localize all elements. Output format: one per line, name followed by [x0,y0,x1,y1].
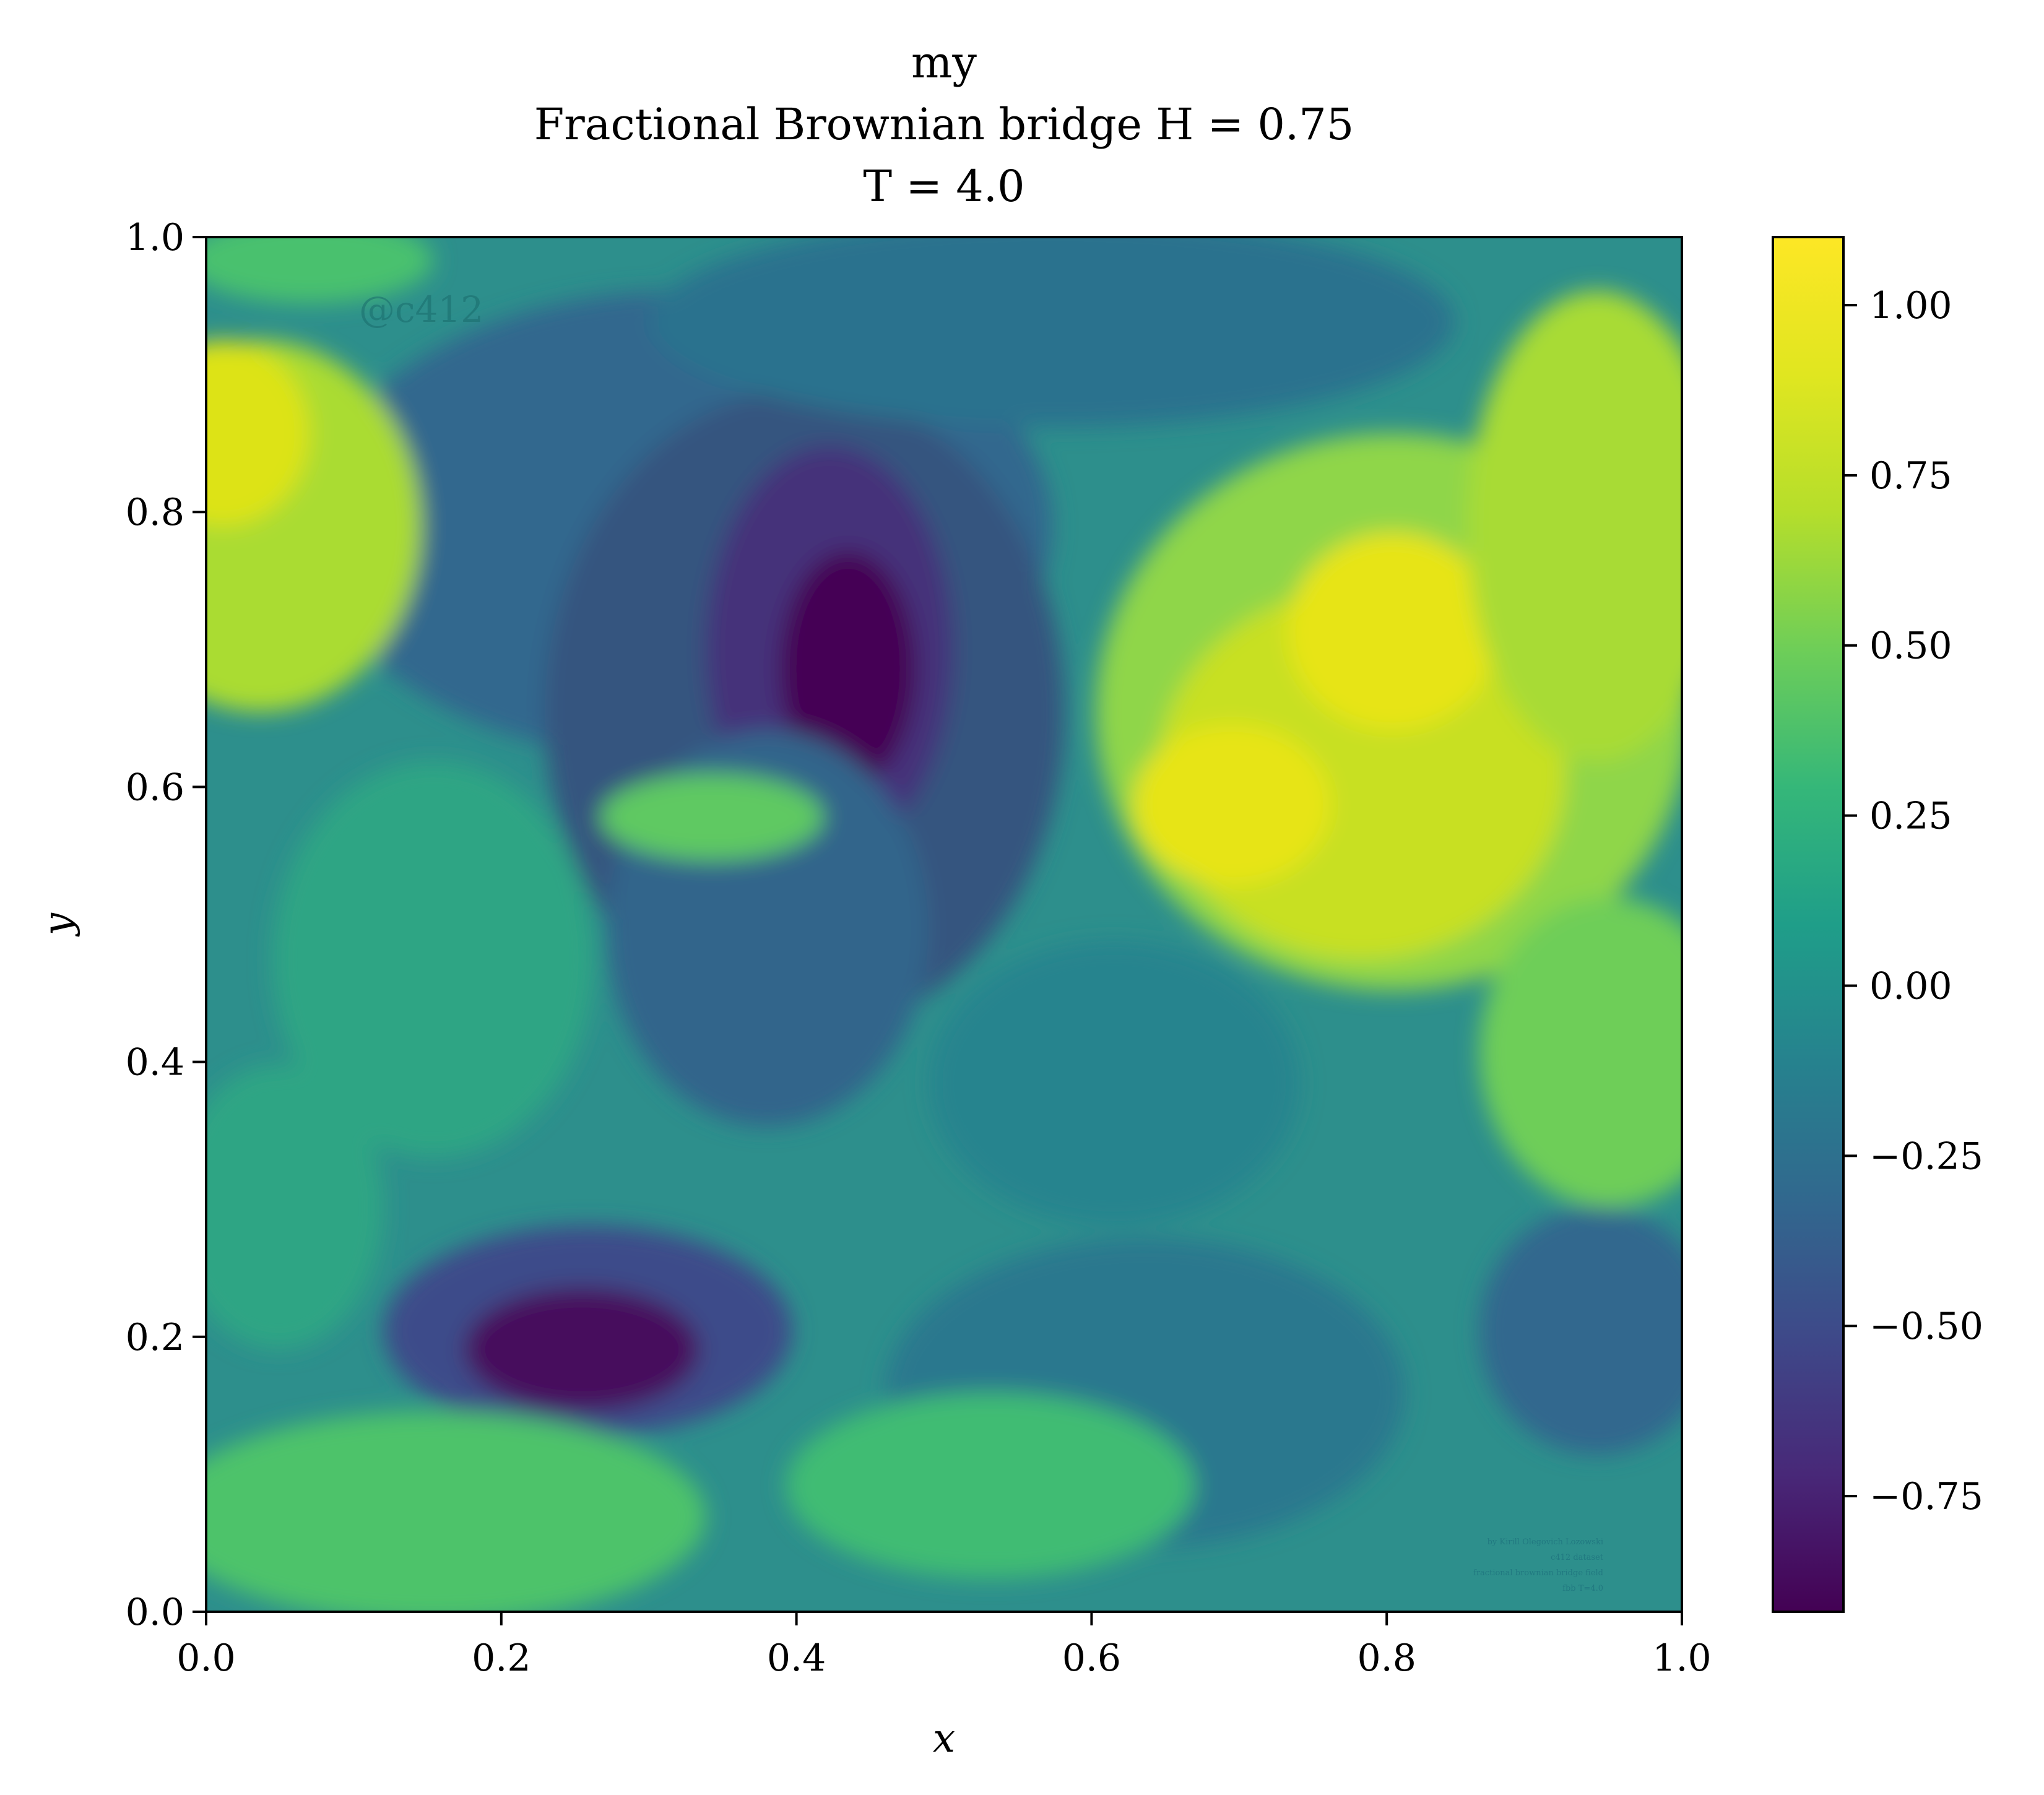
heatmap-region [1479,1207,1682,1455]
y-axis-label: y [35,912,81,937]
colorbar: 1.00 0.75 0.50 0.25 0.00 −0.25 −0.50 −0.75 [1772,236,1983,1613]
colorbar-tick-label: 0.00 [1869,964,1952,1008]
y-tick-label: 0.0 [126,1591,184,1634]
colorbar-tick-label: 0.25 [1869,795,1952,838]
colorbar-tick-label: 0.50 [1869,625,1952,668]
credit-line: c412 dataset [1551,1553,1604,1562]
x-tick-label: 0.8 [1357,1637,1416,1680]
heatmap-region [780,551,916,786]
colorbar-gradient [1773,237,1843,1612]
credit-line: fbb T=4.0 [1562,1584,1603,1593]
y-axis: 0.0 0.2 0.4 0.6 0.8 1.0 [126,216,206,1634]
colorbar-tick-label: −0.50 [1869,1305,1983,1348]
credit-line: by Kirill Olegovich Lozowski [1488,1538,1603,1547]
title-line-1: my [911,37,977,88]
colorbar-tick-label: 0.75 [1869,454,1952,498]
colorbar-ticks: 1.00 0.75 0.50 0.25 0.00 −0.25 −0.50 −0.75 [1843,284,1983,1518]
heatmap-field: @c412 by Kirill Olegovich Lozowski c412 … [206,237,1682,1612]
title-line-3: T = 4.0 [863,161,1024,212]
x-axis-label: x [933,1716,955,1762]
heatmap-region [206,340,310,526]
x-axis: 0.0 0.2 0.4 0.6 0.8 1.0 [176,1612,1712,1680]
heatmap-region [1479,897,1682,1207]
colorbar-tick-label: 1.00 [1869,284,1952,327]
y-tick-label: 0.6 [126,766,184,809]
plot-frame [205,236,1683,1613]
heatmap-region [206,1411,706,1612]
heatmap-region [464,1287,699,1411]
y-tick-label: 0.4 [126,1041,184,1084]
credit-line: fractional brownian bridge field [1473,1568,1603,1578]
credit-block: by Kirill Olegovich Lozowski c412 datase… [1473,1538,1604,1593]
x-tick-label: 0.6 [1062,1637,1121,1680]
heatmap-region [786,1393,1195,1578]
heatmap-region [650,237,1455,427]
y-tick-label: 1.0 [126,216,184,259]
y-tick-label: 0.8 [126,491,184,534]
heatmap-blobs [206,237,1682,1612]
heatmap-region [272,761,594,1157]
watermark: @c412 [359,288,483,331]
x-tick-label: 0.0 [176,1637,235,1680]
x-tick-label: 0.4 [767,1637,826,1680]
y-tick-label: 0.2 [126,1316,184,1359]
chart-title: my Fractional Brownian bridge H = 0.75 T… [534,37,1354,212]
colorbar-tick-label: −0.75 [1869,1475,1983,1518]
x-tick-label: 1.0 [1652,1637,1711,1680]
heatmap-region [1133,724,1331,885]
heatmap-region [206,1065,384,1349]
heatmap-region [1467,291,1682,761]
colorbar-tick-label: −0.25 [1869,1135,1983,1178]
colorbar-frame [1772,236,1845,1613]
heatmap-region [1288,532,1498,730]
heatmap-region [206,237,433,303]
heatmap-region [929,941,1300,1226]
x-tick-label: 0.2 [472,1637,530,1680]
heatmap-region [600,774,823,860]
title-line-2: Fractional Brownian bridge H = 0.75 [534,99,1354,150]
